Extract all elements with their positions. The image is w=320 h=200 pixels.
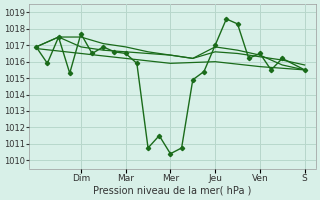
- X-axis label: Pression niveau de la mer( hPa ): Pression niveau de la mer( hPa ): [93, 186, 252, 196]
